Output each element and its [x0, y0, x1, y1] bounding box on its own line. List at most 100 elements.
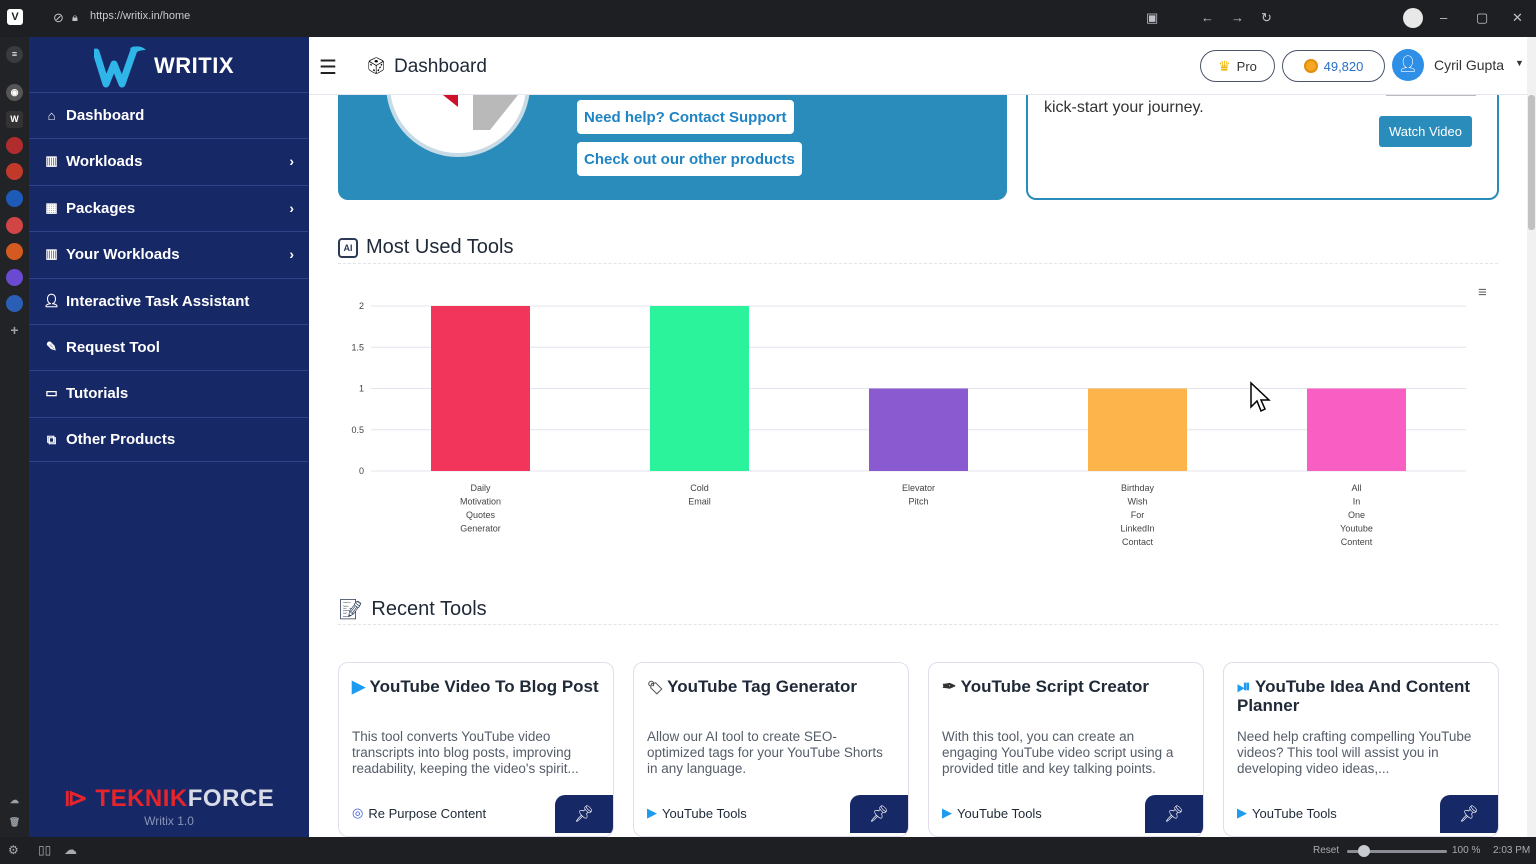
add-panel-icon[interactable]: +: [10, 322, 19, 338]
minimize-icon[interactable]: –: [1440, 10, 1448, 25]
play-square-icon: ▶︎: [647, 805, 657, 820]
chart-bar[interactable]: [1307, 388, 1406, 472]
card-description: With this tool, you can create an engagi…: [942, 729, 1174, 776]
y-tick-label: 1: [359, 384, 364, 394]
reload-icon[interactable]: ↻: [1261, 10, 1272, 25]
card-title: ✒︎ YouTube Script Creator: [942, 677, 1191, 696]
banner-illustration: [386, 95, 530, 157]
top-header: ☰ 🎲︎ Dashboard ♛ Pro 49,820 👤︎ Cyril Gup…: [309, 37, 1527, 95]
app-icon[interactable]: [6, 137, 23, 154]
y-tick-label: 1.5: [351, 342, 364, 352]
user-name[interactable]: Cyril Gupta: [1434, 57, 1505, 73]
chart-menu-icon[interactable]: ≡: [1478, 284, 1487, 301]
writix-app-icon[interactable]: W: [6, 111, 23, 128]
chart-bar[interactable]: [1088, 388, 1187, 472]
section-divider: [338, 263, 1498, 264]
trash-icon[interactable]: 🗑︎: [8, 817, 21, 827]
app-icon[interactable]: [6, 295, 23, 312]
shield-icon[interactable]: ⊘: [53, 10, 64, 25]
app-icon[interactable]: [6, 243, 23, 260]
tool-card-youtube-tag-generator[interactable]: 🏷︎ YouTube Tag Generator Allow our AI to…: [633, 662, 909, 837]
browser-logo-icon[interactable]: V: [7, 9, 23, 25]
browser-status-bar: ⚙ ▯▯ ☁ Reset 100 % 2:03 PM: [0, 837, 1536, 864]
page-scrollbar[interactable]: [1527, 37, 1536, 837]
panel-app-icon[interactable]: ◉: [6, 84, 23, 101]
sidebar-item-label: Your Workloads: [66, 245, 180, 263]
recent-tools-heading: 📝︎ Recent Tools: [338, 597, 487, 622]
sidebar-item-other-products[interactable]: ⧉ Other Products: [29, 417, 308, 462]
most-used-tools-heading: AI Most Used Tools: [338, 236, 513, 259]
user-avatar-icon[interactable]: 👤︎: [1392, 49, 1424, 81]
sidebar-item-label: Dashboard: [66, 106, 145, 124]
browser-side-rail: ≡ ◉ W + ☁ 🗑︎: [0, 37, 29, 837]
settings-icon[interactable]: ⚙: [8, 843, 19, 857]
maximize-icon[interactable]: ▢: [1476, 10, 1489, 25]
address-bar[interactable]: https://writix.in/home: [90, 10, 191, 22]
x-tick-label: All In One Youtube Content: [1340, 483, 1373, 547]
card-description: This tool converts YouTube video transcr…: [352, 729, 579, 776]
pin-button[interactable]: 📌︎: [1145, 795, 1203, 833]
sidebar-item-interactive-task-assistant[interactable]: 👤︎ Interactive Task Assistant: [29, 278, 308, 323]
sidebar-item-label: Workloads: [66, 152, 143, 170]
card-title-text: YouTube Script Creator: [960, 677, 1149, 696]
other-products-button[interactable]: Check out our other products: [577, 142, 802, 176]
caret-down-icon[interactable]: ▼: [1515, 58, 1524, 68]
chart-bar[interactable]: [431, 306, 530, 471]
divider: [1386, 95, 1476, 96]
forward-icon[interactable]: →: [1231, 10, 1244, 25]
app-icon[interactable]: [6, 217, 23, 234]
writix-logo[interactable]: WRITIX: [94, 44, 234, 88]
pin-button[interactable]: 📌︎: [555, 795, 613, 833]
cloud-icon[interactable]: ☁: [10, 795, 19, 805]
app-icon[interactable]: [6, 163, 23, 180]
close-icon[interactable]: ✕: [1512, 10, 1523, 25]
most-used-tools-chart: 0 0.5 1 1.5 2 Daily Motivation Quotes Generator…: [351, 301, 1466, 547]
chart-bar[interactable]: [650, 306, 749, 471]
tool-card-youtube-idea-planner[interactable]: ⏯︎ YouTube Idea And Content Planner Need…: [1223, 662, 1499, 837]
app-icon[interactable]: [6, 269, 23, 286]
crown-icon: ♛: [1218, 57, 1231, 74]
sidebar-item-your-workloads[interactable]: ▥ Your Workloads ›: [29, 231, 308, 276]
profile-avatar-icon[interactable]: [1403, 8, 1423, 28]
pin-button[interactable]: 📌︎: [850, 795, 908, 833]
zoom-level: 100 %: [1452, 845, 1481, 856]
hamburger-menu-icon[interactable]: ☰: [319, 57, 337, 79]
zoom-slider-handle[interactable]: [1358, 845, 1370, 857]
card-category[interactable]: ◎ Re Purpose Content: [352, 805, 486, 821]
credits-badge[interactable]: 49,820: [1282, 50, 1385, 82]
cloud-sync-icon[interactable]: ☁: [64, 842, 77, 857]
watch-video-button[interactable]: Watch Video: [1379, 116, 1472, 147]
card-category[interactable]: ▶︎ YouTube Tools: [942, 805, 1042, 821]
card-category[interactable]: ▶︎ YouTube Tools: [647, 805, 747, 821]
pin-button[interactable]: 📌︎: [1440, 795, 1498, 833]
scrollbar-thumb[interactable]: [1528, 95, 1535, 230]
card-category[interactable]: ▶︎ YouTube Tools: [1237, 805, 1337, 821]
contact-support-button[interactable]: Need help? Contact Support: [577, 100, 794, 134]
clock: 2:03 PM: [1493, 845, 1531, 856]
stack-icon[interactable]: ≡: [6, 46, 23, 63]
pin-icon: 📌︎: [868, 806, 890, 823]
wand-icon: ✎: [46, 339, 57, 354]
sidebar-item-dashboard[interactable]: ⌂ Dashboard: [29, 92, 308, 137]
ai-chip-icon: AI: [338, 237, 358, 258]
chart-bar[interactable]: [869, 388, 968, 472]
grid-icon: ▦: [45, 200, 58, 215]
dice-icon: 🎲︎: [366, 58, 387, 75]
page-title: Dashboard: [394, 56, 487, 77]
sidebar-item-request-tool[interactable]: ✎ Request Tool: [29, 324, 308, 369]
app-icon[interactable]: [6, 190, 23, 207]
zoom-reset-button[interactable]: Reset: [1313, 845, 1340, 856]
back-icon[interactable]: ←: [1201, 10, 1214, 25]
user-icon: 👤︎: [43, 293, 60, 308]
zoom-slider[interactable]: [1347, 850, 1447, 853]
tool-card-youtube-video-to-blog[interactable]: ▶︎ YouTube Video To Blog Post This tool …: [338, 662, 614, 837]
tool-card-youtube-script-creator[interactable]: ✒︎ YouTube Script Creator With this tool…: [928, 662, 1204, 837]
pro-badge[interactable]: ♛ Pro: [1200, 50, 1275, 82]
section-title: Most Used Tools: [366, 236, 514, 258]
recycle-icon: ◎: [352, 805, 364, 820]
sidebar-item-workloads[interactable]: ▥ Workloads ›: [29, 138, 308, 183]
panel-icon[interactable]: ▣: [1146, 10, 1159, 25]
tiles-icon[interactable]: ▯▯: [38, 843, 52, 857]
sidebar-item-packages[interactable]: ▦ Packages ›: [29, 185, 308, 230]
sidebar-item-tutorials[interactable]: ▭ Tutorials: [29, 370, 308, 415]
